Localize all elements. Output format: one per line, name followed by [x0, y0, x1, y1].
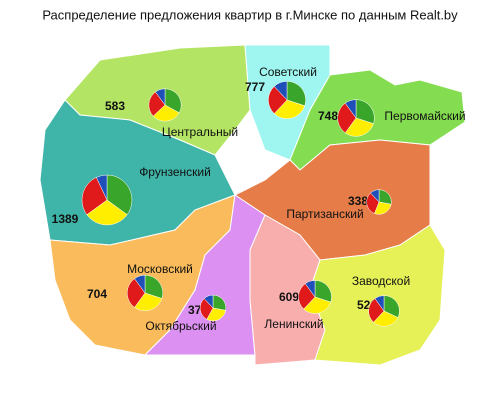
pie-slice	[286, 81, 306, 107]
pie-slice	[366, 192, 380, 214]
pie-slice	[304, 280, 316, 298]
pie-slice	[164, 88, 182, 114]
district-name: Советский	[259, 65, 317, 79]
pie-slice	[370, 189, 380, 203]
district-name: Ленинский	[264, 317, 323, 331]
district-name: Заводской	[352, 274, 410, 288]
pie-slice	[199, 298, 214, 320]
district-name: Партизанский	[286, 207, 363, 221]
pie-slice	[373, 310, 399, 327]
district-count: 609	[279, 290, 299, 304]
pie-slice	[268, 86, 288, 114]
district-name: Первомайский	[384, 109, 465, 123]
pie-slice	[106, 174, 133, 216]
pie-slice	[134, 292, 163, 311]
district-count: 704	[87, 287, 107, 301]
pie-slice	[203, 294, 214, 309]
district-count: 748	[318, 109, 338, 123]
pie-slice	[337, 102, 357, 134]
pie-slice	[144, 274, 163, 299]
pie-slice	[86, 199, 128, 226]
district-name: Фрунзенский	[139, 165, 211, 179]
pie-slice	[368, 298, 385, 323]
district-name: Московский	[127, 262, 193, 276]
district-count: 777	[245, 80, 265, 94]
map-title: Распределение предложения квартир в г.Ми…	[42, 7, 458, 22]
district-count: 338	[348, 194, 368, 208]
district-area	[309, 224, 446, 366]
pie-slice	[303, 296, 332, 314]
districts	[39, 44, 466, 366]
pie-slice	[134, 274, 146, 294]
pie-slice	[383, 295, 400, 318]
pie-slice	[374, 295, 385, 312]
district-name: Октябрьский	[145, 319, 216, 333]
pie-slice	[273, 81, 288, 101]
pie-slice	[152, 104, 180, 122]
pie-slice	[344, 117, 374, 137]
pie-slice	[273, 99, 306, 119]
pie-slice	[298, 283, 316, 310]
pie-slice	[355, 99, 375, 124]
pie-slice	[344, 99, 357, 119]
district-count: 583	[105, 99, 125, 113]
pie-slice	[155, 88, 166, 106]
pie-slice	[314, 280, 332, 303]
district-name: Центральный	[162, 125, 238, 139]
district-count: 1389	[52, 212, 79, 226]
pie-slice	[96, 174, 108, 201]
pie-slice	[148, 91, 166, 117]
pie-slice	[126, 278, 146, 308]
pie-slice	[81, 177, 108, 216]
